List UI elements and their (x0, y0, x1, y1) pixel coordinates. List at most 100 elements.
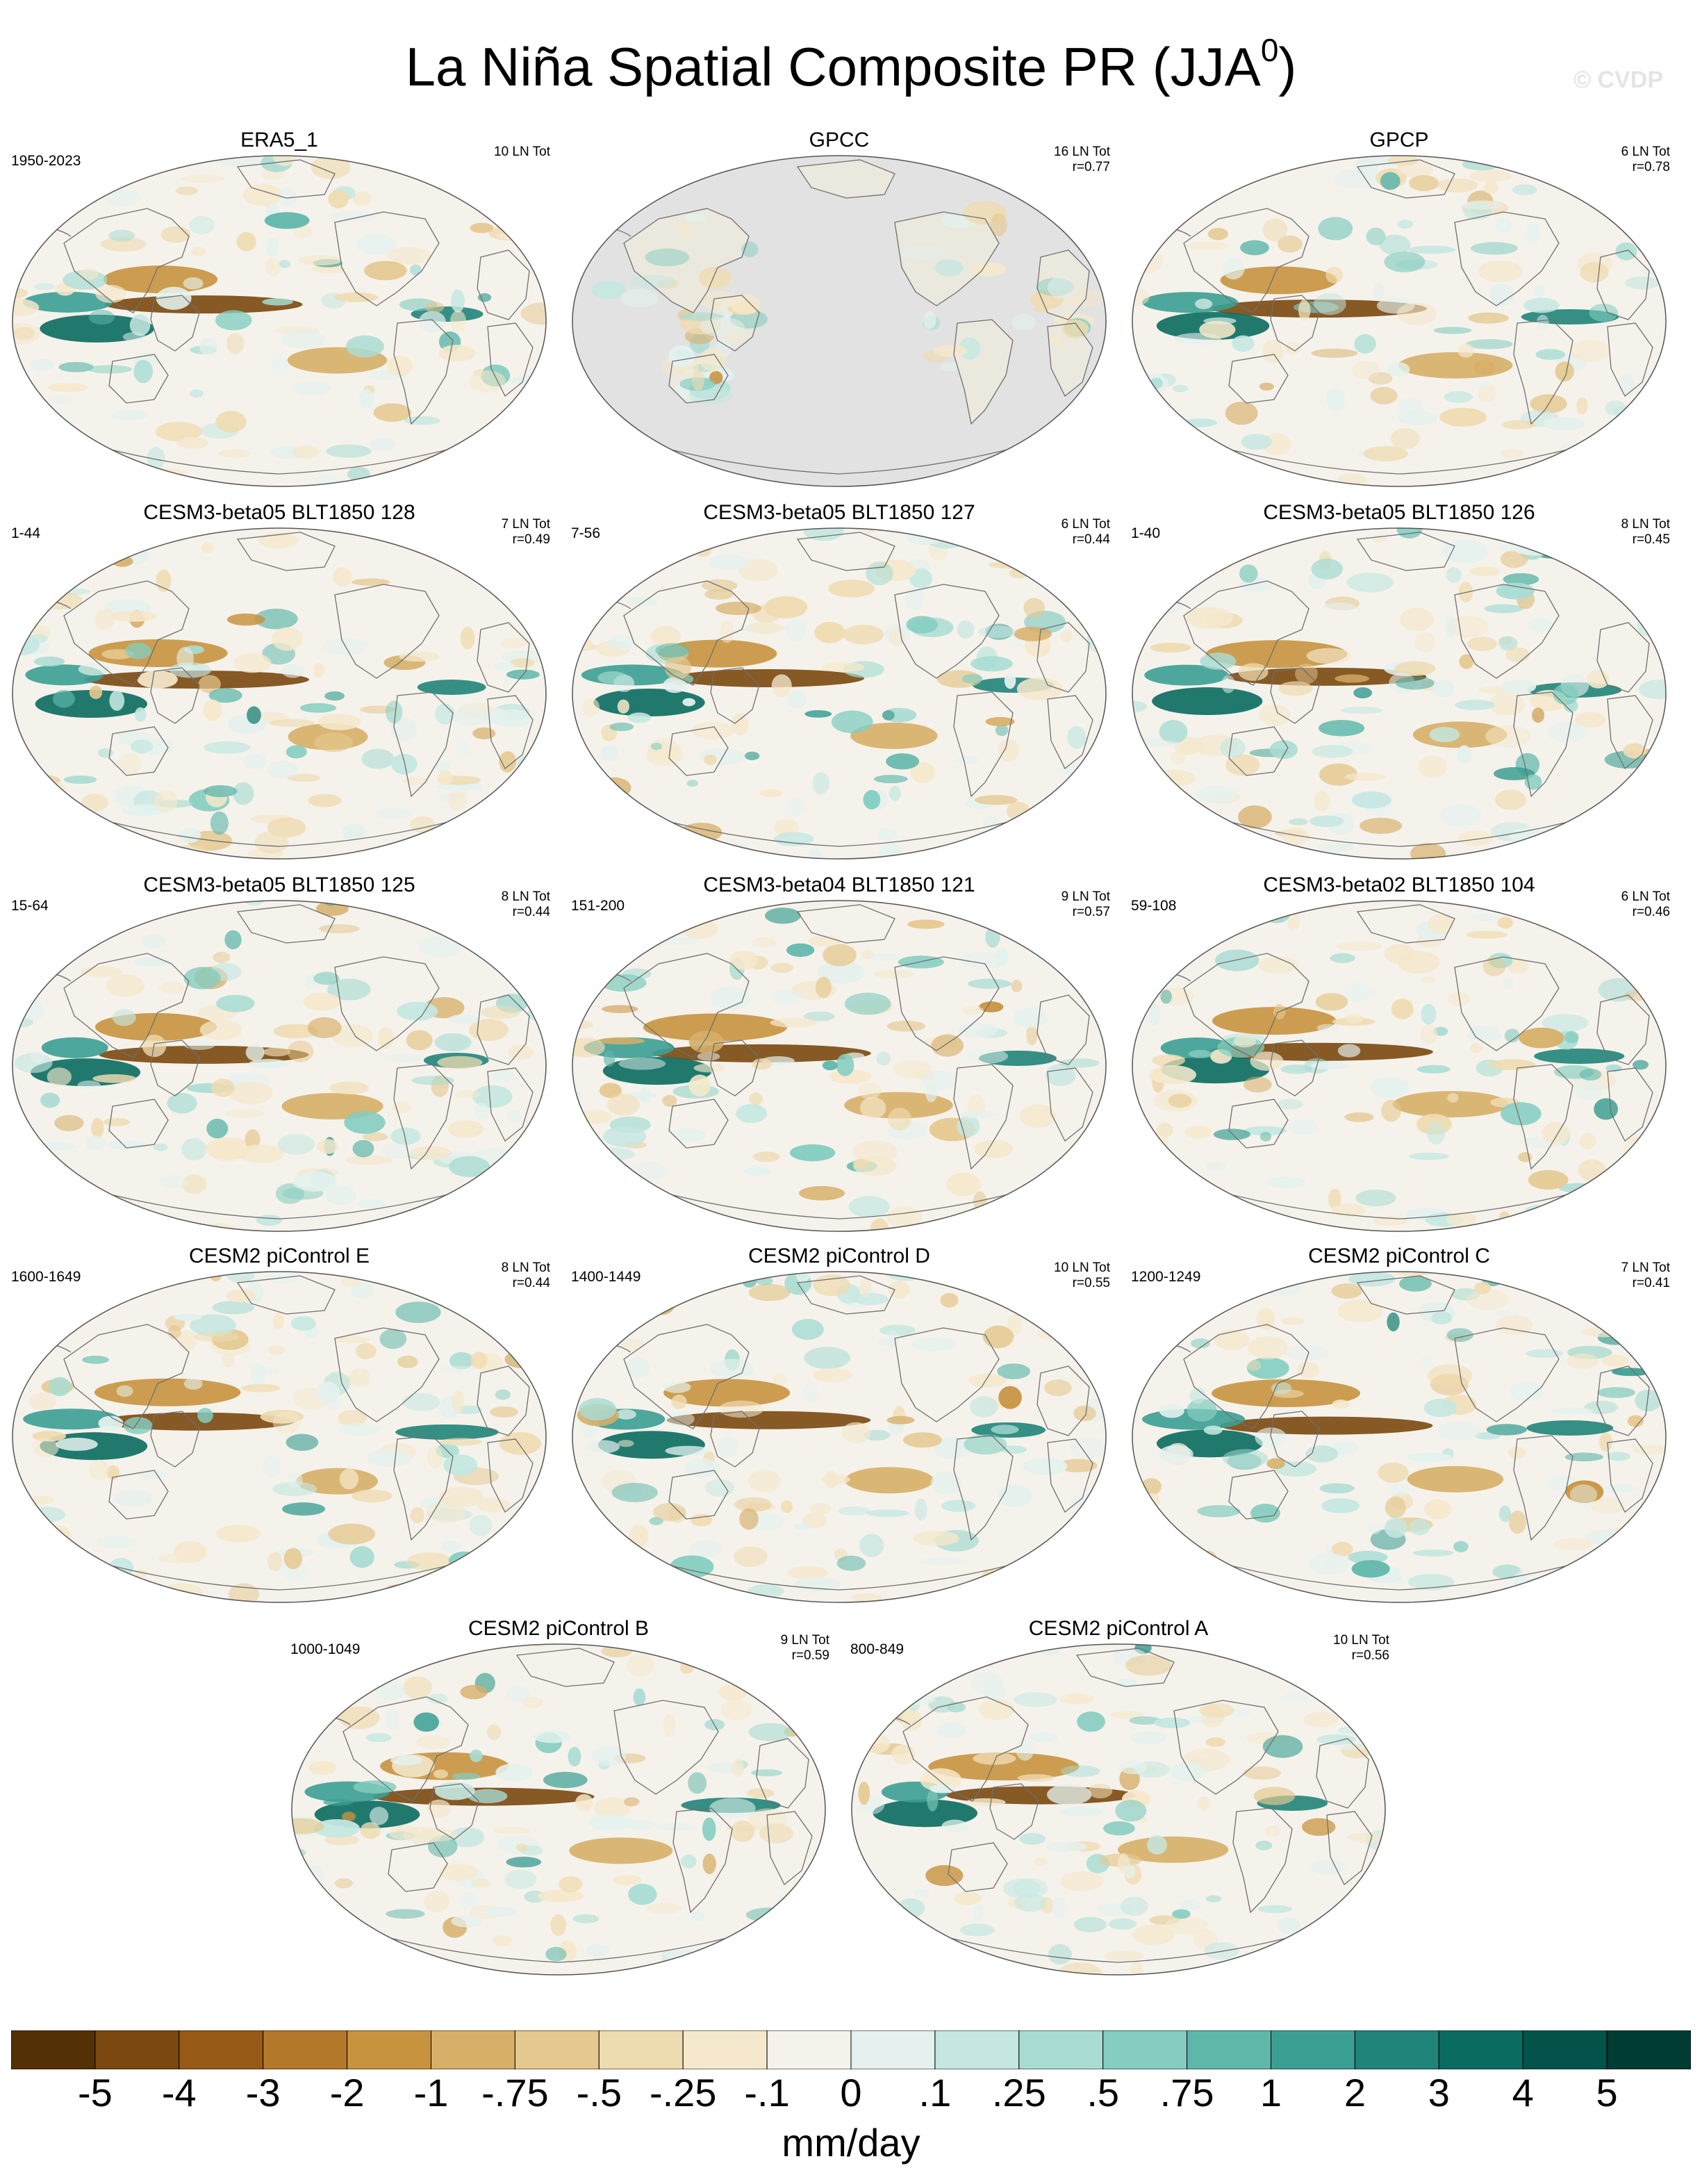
wet-anomaly-patch (1351, 791, 1391, 809)
wet-anomaly-patch (1524, 1577, 1563, 1595)
wet-anomaly-patch (1577, 1581, 1625, 1593)
dry-anomaly-patch (521, 418, 546, 435)
dry-anomaly-patch (124, 849, 144, 859)
wet-anomaly-patch (1256, 1277, 1303, 1297)
wet-anomaly-patch (1317, 841, 1355, 853)
dry-anomaly-patch (211, 1078, 236, 1097)
dry-anomaly-patch (1206, 1277, 1223, 1288)
coastline (477, 1365, 530, 1436)
dry-anomaly-patch (1037, 1324, 1073, 1341)
wet-anomaly-patch (1542, 1014, 1589, 1033)
main-title: La Niña Spatial Composite PR (JJA0) (405, 32, 1297, 97)
wet-anomaly-patch (1635, 1131, 1666, 1155)
panel-stats: 8 LN Tot r=0.45 (1621, 517, 1670, 547)
dry-anomaly-patch (1485, 725, 1532, 748)
wet-anomaly-patch (1610, 1588, 1657, 1597)
wet-anomaly-patch (852, 1963, 858, 1972)
wet-anomaly-patch (741, 241, 759, 258)
wet-anomaly-patch (56, 1437, 98, 1451)
wet-anomaly-patch (122, 804, 167, 816)
wet-anomaly-patch (48, 1377, 72, 1397)
dry-anomaly-patch (1655, 183, 1666, 191)
wet-anomaly-patch (1526, 1349, 1564, 1358)
wet-anomaly-patch (1499, 1505, 1511, 1522)
dry-anomaly-patch (978, 1698, 1014, 1720)
wet-anomaly-patch (1576, 1560, 1598, 1580)
wet-anomaly-patch (907, 530, 943, 545)
wet-anomaly-patch (921, 1070, 957, 1090)
dry-anomaly-patch (1567, 1353, 1599, 1370)
dry-anomaly-patch (1044, 1379, 1072, 1397)
wet-anomaly-patch (1373, 282, 1385, 301)
wet-anomaly-patch (517, 754, 546, 774)
dry-anomaly-patch (1459, 654, 1474, 669)
wet-anomaly-patch (493, 662, 515, 671)
dry-anomaly-patch (193, 1331, 239, 1343)
colorbar-segment (94, 2030, 180, 2069)
wet-anomaly-patch (807, 1653, 825, 1670)
dry-anomaly-patch (1302, 901, 1344, 909)
wet-anomaly-patch (519, 1338, 546, 1363)
robinson-map (291, 1643, 826, 1976)
coastline (1183, 1324, 1309, 1429)
wet-anomaly-patch (324, 691, 345, 701)
wet-anomaly-patch (786, 691, 807, 709)
coastline (388, 1842, 448, 1892)
wet-anomaly-patch (959, 1110, 997, 1119)
wet-anomaly-patch (924, 528, 968, 549)
wet-anomaly-patch (1318, 217, 1353, 240)
wet-anomaly-patch (681, 1854, 697, 1869)
panel-title: CESM2 piControl D (748, 1245, 930, 1267)
wet-anomaly-patch (970, 1396, 998, 1418)
dry-anomaly-patch (287, 1040, 314, 1062)
wet-anomaly-patch (1008, 1570, 1055, 1584)
wet-anomaly-patch (418, 936, 463, 958)
dry-anomaly-patch (328, 1523, 376, 1545)
coastline (953, 1064, 1014, 1170)
dry-anomaly-patch (1169, 188, 1189, 212)
dry-anomaly-patch (572, 952, 584, 976)
dry-anomaly-patch (439, 1864, 478, 1881)
wet-anomaly-patch (1130, 1731, 1166, 1745)
wet-anomaly-patch (78, 452, 112, 473)
coastline (1047, 322, 1093, 397)
dry-anomaly-patch (292, 1696, 309, 1718)
wet-anomaly-patch (1051, 1896, 1067, 1920)
wet-anomaly-patch (112, 1009, 136, 1026)
wet-anomaly-patch (1086, 630, 1106, 652)
wet-anomaly-patch (1309, 815, 1344, 827)
wet-anomaly-patch (1223, 1644, 1263, 1655)
wet-anomaly-patch (1073, 1916, 1107, 1932)
wet-anomaly-patch (458, 1891, 480, 1910)
wet-anomaly-patch (245, 1044, 265, 1061)
dry-anomaly-patch (472, 727, 496, 739)
dry-anomaly-patch (732, 1757, 745, 1777)
wet-anomaly-patch (1180, 528, 1218, 536)
wet-anomaly-patch (897, 1898, 925, 1919)
wet-anomaly-patch (1397, 220, 1414, 229)
dry-anomaly-patch (651, 625, 681, 646)
wet-anomaly-patch (376, 1681, 406, 1701)
dry-anomaly-patch (1465, 930, 1508, 939)
wet-anomaly-patch (479, 1213, 512, 1230)
dry-anomaly-patch (1306, 648, 1351, 664)
dry-anomaly-patch (376, 470, 409, 483)
coastline (1183, 953, 1309, 1058)
coastline (487, 1067, 534, 1142)
wet-anomaly-patch (1453, 1541, 1469, 1552)
wet-anomaly-patch (1189, 1387, 1206, 1404)
dry-anomaly-patch (438, 345, 476, 362)
wet-anomaly-patch (85, 1135, 106, 1151)
dry-anomaly-patch (297, 255, 342, 266)
panel-years: 151-200 (571, 898, 625, 914)
wet-anomaly-patch (1446, 1328, 1473, 1343)
colorbar-tick-label: 4 (1512, 2071, 1534, 2115)
coastline (393, 319, 454, 425)
colorbar-segment (850, 2030, 936, 2069)
wet-anomaly-patch (345, 335, 384, 358)
dry-anomaly-patch (1225, 401, 1258, 425)
wet-anomaly-patch (286, 745, 307, 759)
dry-anomaly-patch (13, 356, 16, 370)
dry-anomaly-patch (579, 528, 593, 536)
wet-anomaly-patch (1609, 819, 1639, 840)
